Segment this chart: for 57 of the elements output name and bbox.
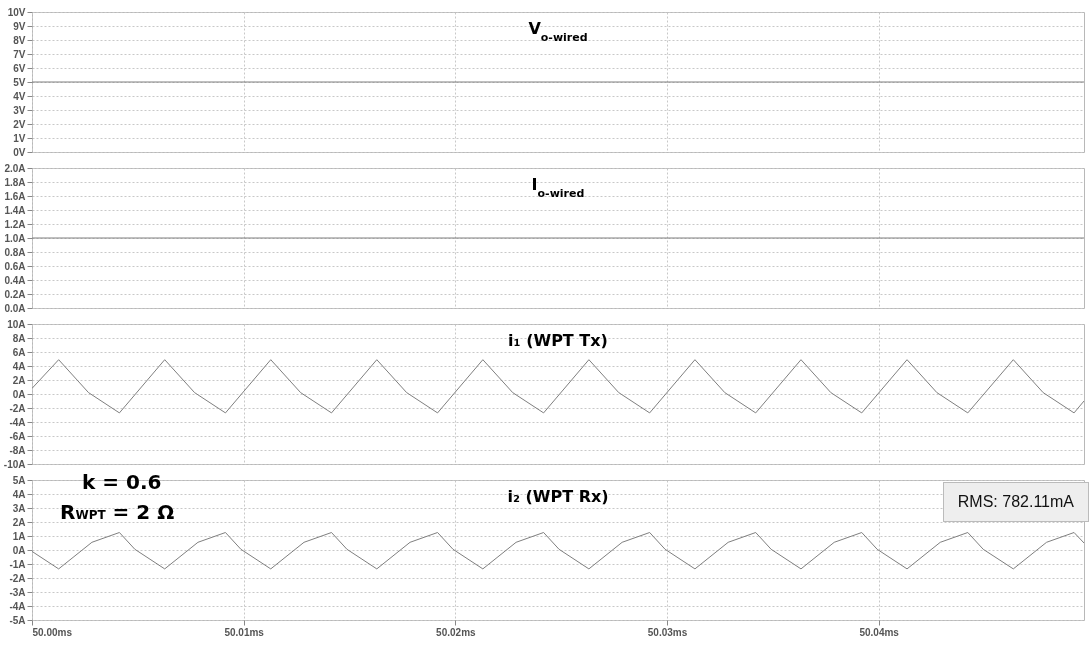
y-tick-label: -6A [9,430,26,442]
x-tick-label: 50.02ms [436,626,477,638]
text: I$_{o-wired}$ [531,175,585,200]
y-tick-label: -2A [9,572,26,584]
y-tick-label: 1.6A [4,190,26,202]
y-tick-label: 0.0A [4,302,26,314]
y-tick-label: 4A [12,488,26,500]
y-tick-label: 0A [12,388,26,400]
y-tick-label: 2A [12,516,26,528]
x-tick-label: 50.04ms [859,626,900,638]
y-tick-label: -2A [9,402,26,414]
y-tick-label: 9V [13,20,26,32]
text: V$_{o-wired}$ [528,19,588,44]
y-tick-label: 6A [12,346,26,358]
y-tick-label: 1.0A [4,232,26,244]
y-tick-label: 7V [13,48,26,60]
y-tick-label: 4A [12,360,26,372]
x-tick-label: 50.01ms [224,626,265,638]
y-tick-label: -8A [9,444,26,456]
y-tick-label: 5A [12,474,26,486]
y-tick-label: 10V [7,6,26,18]
line-series [32,359,1084,414]
x-tick-label: 50.00ms [32,626,73,638]
y-tick-label: 0A [12,544,26,556]
y-tick-label: 2V [13,118,26,130]
y-tick-label: -3A [9,586,26,598]
y-tick-label: 3V [13,104,26,116]
annotation: k = 0.6 [82,470,162,494]
y-tick-label: 0V [13,146,26,158]
y-tick-label: 1.4A [4,204,26,216]
y-tick-label: 1V [13,132,26,144]
y-tick-label: -1A [9,558,26,570]
y-tick-label: 2A [12,374,26,386]
y-tick-label: 4V [13,90,26,102]
x-tick-label: 50.03ms [647,626,688,638]
y-tick-label: 0.4A [4,274,26,286]
y-tick-label: 6V [13,62,26,74]
y-tick-label: 0.8A [4,246,26,258]
y-tick-label: 0.2A [4,288,26,300]
y-tick-label: 2.0A [4,162,26,174]
line-series [32,532,1084,570]
chart-title: i₁ (WPT Tx) [508,331,608,350]
y-tick-label: 8V [13,34,26,46]
y-tick-label: 5V [13,76,26,88]
y-tick-label: 1.8A [4,176,26,188]
y-tick-label: -4A [9,600,26,612]
y-tick-label: 1.2A [4,218,26,230]
y-tick-label: 8A [12,332,26,344]
y-tick-label: -5A [9,614,26,626]
y-tick-label: 1A [12,530,26,542]
chart-title: i₂ (WPT Rx) [507,487,609,506]
y-tick-label: 0.6A [4,260,26,272]
y-tick-label: -4A [9,416,26,428]
y-tick-label: -10A [3,458,26,470]
y-tick-label: 3A [12,502,26,514]
y-tick-label: 10A [7,318,26,330]
annotation: RMS: 782.11mA [942,482,1089,522]
